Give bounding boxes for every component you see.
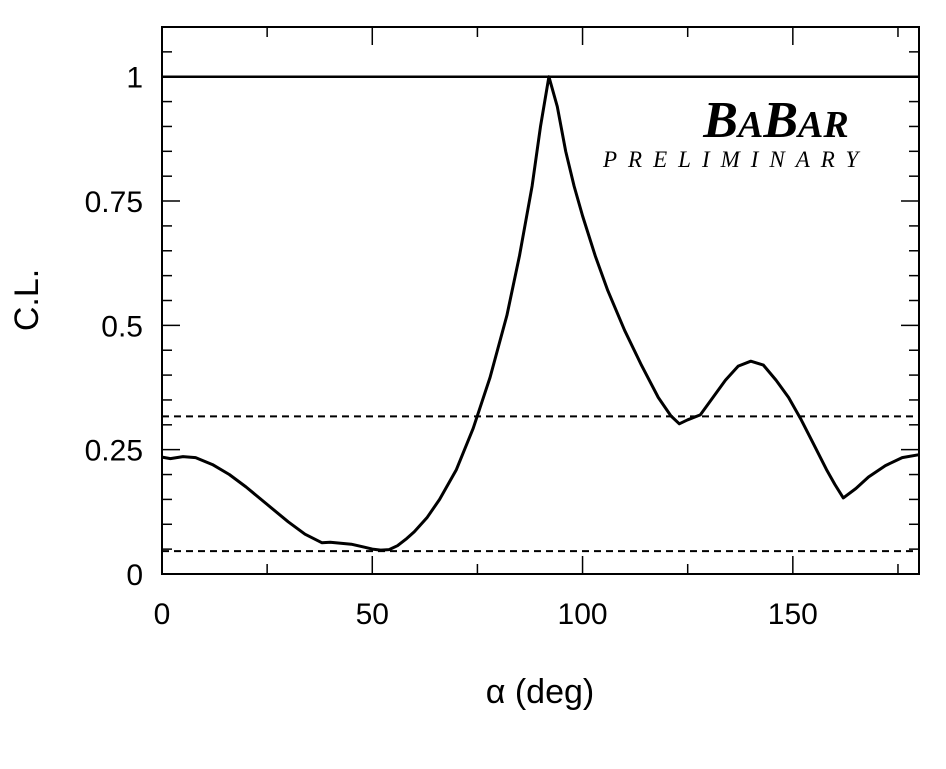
axis-ticks: [161, 26, 919, 575]
x-tick-labels: 0 50 100 150: [154, 598, 818, 631]
y-tick-label: 0.25: [85, 435, 143, 468]
y-axis-title: C.L.: [8, 269, 46, 331]
x-axis-title: α (deg): [486, 673, 594, 711]
y-tick-labels: 0 0.25 0.5 0.75 1: [85, 62, 143, 592]
x-tick-label: 50: [356, 598, 389, 631]
y-tick-label: 0.75: [85, 186, 143, 219]
logo-title: BABAR: [702, 92, 848, 149]
babar-logo: BABAR PRELIMINARY: [602, 92, 869, 172]
y-tick-label: 1: [126, 62, 143, 95]
x-tick-label: 100: [558, 598, 608, 631]
x-tick-label: 0: [154, 598, 171, 631]
plot-frame: [161, 26, 920, 575]
cl-curve: [161, 75, 920, 552]
reference-lines: [162, 75, 919, 553]
logo-subtitle: PRELIMINARY: [602, 147, 869, 172]
y-tick-label: 0: [126, 559, 143, 592]
x-tick-label: 150: [768, 598, 818, 631]
y-tick-label: 0.5: [101, 310, 143, 343]
